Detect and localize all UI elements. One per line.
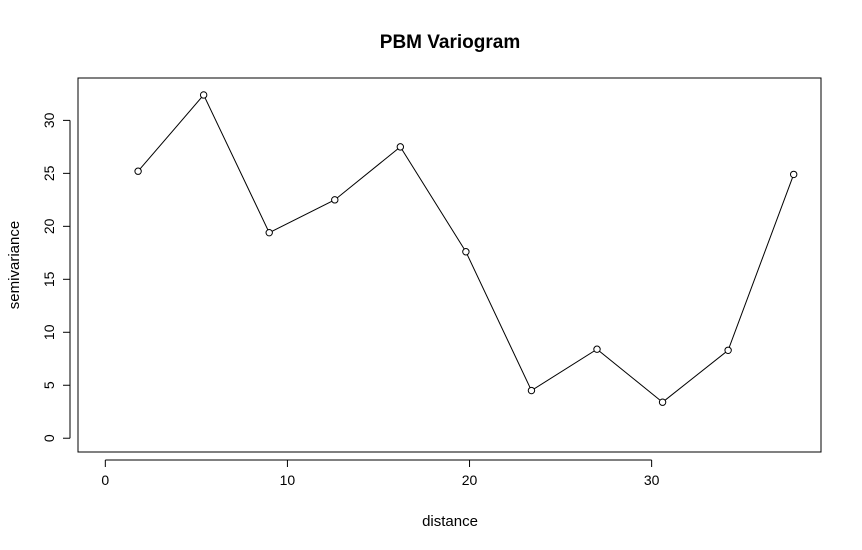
data-point xyxy=(396,143,405,151)
data-point xyxy=(331,196,339,204)
y-tick-label: 0 xyxy=(41,434,57,442)
y-tick-label: 25 xyxy=(41,165,57,181)
y-tick-label: 30 xyxy=(41,112,57,128)
data-point xyxy=(462,248,470,256)
data-point xyxy=(789,170,798,179)
data-points xyxy=(134,91,798,406)
plot-frame xyxy=(77,77,822,453)
x-tick-label: 30 xyxy=(644,472,660,488)
y-axis: 0 5 10 15 20 25 30 xyxy=(41,112,71,442)
data-point xyxy=(134,167,142,175)
x-tick-label: 20 xyxy=(462,472,478,488)
data-point xyxy=(265,228,273,237)
chart-title: PBM Variogram xyxy=(380,32,520,53)
y-tick-label: 20 xyxy=(41,218,57,234)
x-axis: 0 10 20 30 xyxy=(101,459,660,488)
data-point xyxy=(724,346,732,354)
x-axis-label: distance xyxy=(422,513,478,530)
data-point xyxy=(527,386,536,395)
data-point xyxy=(593,345,601,353)
y-tick-label: 15 xyxy=(41,271,57,287)
y-tick-label: 5 xyxy=(41,381,57,389)
y-axis-label: semivariance xyxy=(6,221,23,309)
y-tick-label: 10 xyxy=(41,324,57,340)
data-point xyxy=(658,398,667,406)
x-tick-label: 10 xyxy=(280,472,296,488)
x-tick-label: 0 xyxy=(101,472,109,488)
data-point xyxy=(199,91,208,99)
